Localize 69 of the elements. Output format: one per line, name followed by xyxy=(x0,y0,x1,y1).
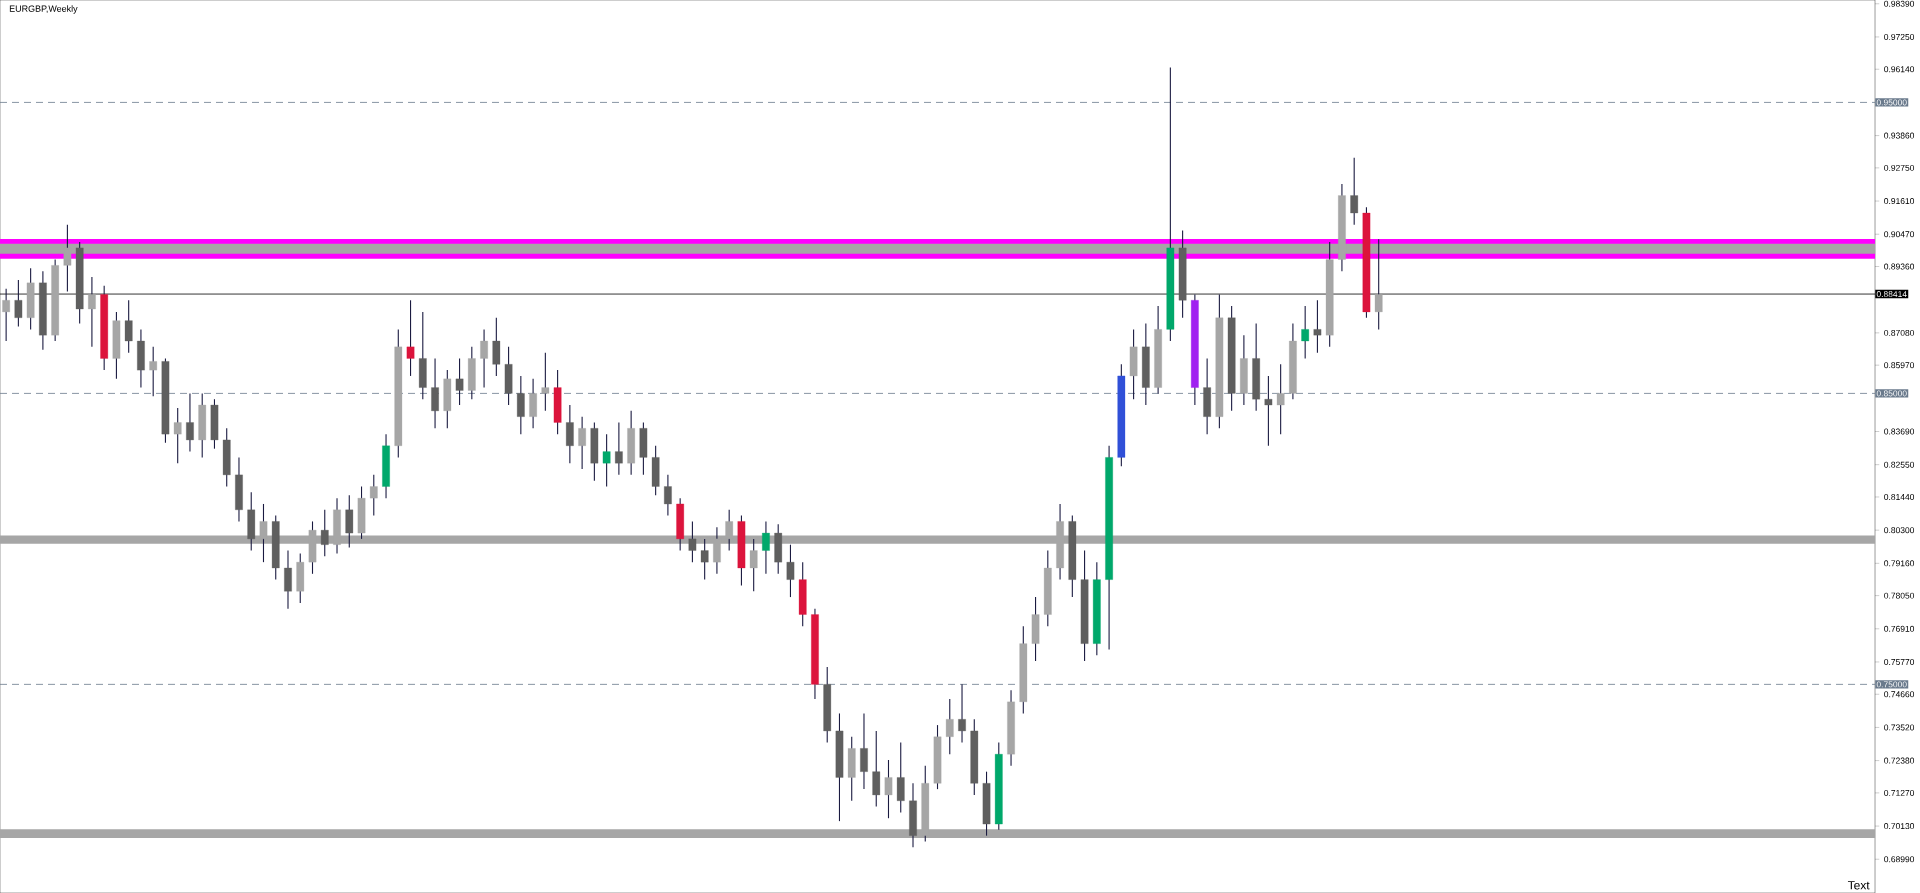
candlestick xyxy=(762,520,770,575)
y-tick-label: 0.83690 xyxy=(1884,428,1915,435)
candlestick xyxy=(615,421,623,476)
candlestick xyxy=(406,299,415,377)
y-tick-label: 0.89360 xyxy=(1884,263,1915,270)
candlestick xyxy=(896,742,905,813)
y-tick-label: 0.72380 xyxy=(1884,757,1915,764)
candlestick xyxy=(872,730,881,808)
candlestick xyxy=(517,375,525,435)
y-tick-label: 0.81440 xyxy=(1884,493,1915,500)
candlestick xyxy=(173,407,182,464)
candlestick xyxy=(14,279,23,328)
candlestick xyxy=(578,416,586,470)
text: EURGBP,Weekly xyxy=(9,5,78,14)
candlestick xyxy=(88,276,96,348)
y-tick-label: 0.80300 xyxy=(1884,527,1915,534)
candlestick xyxy=(1313,299,1322,354)
y-tick-label: 0.74660 xyxy=(1884,691,1915,698)
y-tick-label: 0.73520 xyxy=(1884,724,1915,731)
candlestick xyxy=(860,712,868,790)
y-tick-label: 0.90470 xyxy=(1884,231,1915,238)
candlestick xyxy=(480,328,488,389)
y-tick-label: 0.97250 xyxy=(1884,33,1915,40)
ref-line-label: 0.85000 xyxy=(1876,390,1907,397)
candlestick xyxy=(1276,363,1285,435)
y-tick-label: 0.71270 xyxy=(1884,789,1915,796)
candlestick xyxy=(1264,375,1273,447)
ref-line-label: 0.95000 xyxy=(1876,99,1907,106)
candlestick xyxy=(284,549,292,610)
candlestick xyxy=(149,346,158,397)
y-tick-label: 0.93860 xyxy=(1884,132,1915,139)
y-tick-label: 0.82550 xyxy=(1884,461,1915,468)
y-tick-label: 0.98390 xyxy=(1884,0,1915,7)
candlestick xyxy=(1301,305,1309,360)
candlestick xyxy=(431,357,439,429)
y-tick-label: 0.76910 xyxy=(1884,625,1915,632)
candlestick xyxy=(124,299,133,354)
candlestick xyxy=(700,538,709,581)
candlestick xyxy=(566,404,574,464)
y-tick-label: 0.91610 xyxy=(1884,198,1915,205)
candlestick xyxy=(529,378,537,429)
y-tick-label: 0.78050 xyxy=(1884,592,1915,599)
y-tick-label: 0.79160 xyxy=(1884,560,1915,567)
y-tick-label: 0.96140 xyxy=(1884,66,1915,73)
y-tick-label: 0.92750 xyxy=(1884,164,1915,171)
candlestick xyxy=(945,698,954,755)
candlestick xyxy=(369,474,378,517)
candlestick xyxy=(884,759,893,819)
y-tick-label: 0.75770 xyxy=(1884,658,1915,665)
candlestick xyxy=(320,509,329,557)
candlestick xyxy=(541,352,550,412)
ref-line-label: 0.88414 xyxy=(1876,291,1907,298)
candlestick xyxy=(664,474,672,517)
candlestick xyxy=(1350,157,1359,226)
candlestick xyxy=(602,433,611,488)
candlestick xyxy=(958,683,966,744)
y-tick-label: 0.85970 xyxy=(1884,362,1915,369)
ref-line-label: 0.75000 xyxy=(1876,681,1907,688)
candlestick xyxy=(345,494,354,549)
candlestick xyxy=(186,392,194,453)
candlestick xyxy=(492,317,501,377)
y-tick-label: 0.68990 xyxy=(1884,856,1915,863)
candlestick xyxy=(455,357,464,406)
candlestick xyxy=(786,544,795,598)
candlestick xyxy=(688,520,697,563)
candlestick xyxy=(2,288,10,342)
y-tick-label: 0.70130 xyxy=(1884,823,1915,830)
y-tick-label: 0.87080 xyxy=(1884,329,1915,336)
annotation: Text xyxy=(1847,881,1870,890)
